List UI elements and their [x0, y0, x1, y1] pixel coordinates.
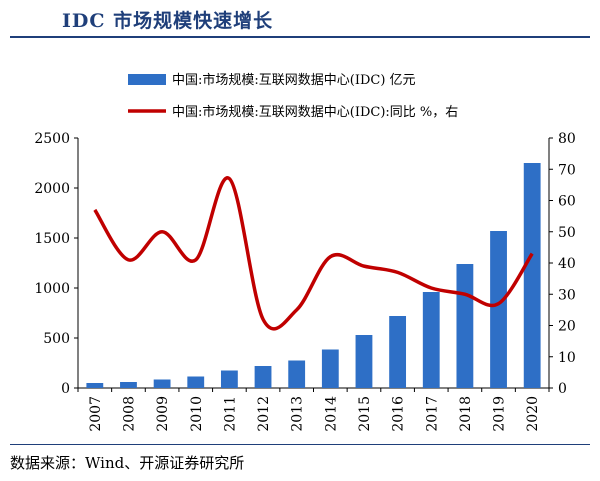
source-note: 数据来源：Wind、开源证券研究所 — [10, 454, 245, 472]
x-tick-label: 2010 — [189, 396, 205, 432]
right-tick-label: 70 — [558, 162, 576, 178]
right-tick-label: 40 — [558, 256, 576, 272]
x-tick-label: 2020 — [525, 396, 541, 432]
right-tick-label: 10 — [558, 350, 576, 366]
x-tick-label: 2009 — [155, 396, 171, 432]
left-tick-label: 2000 — [34, 181, 70, 197]
x-tick-label: 2012 — [256, 396, 272, 432]
x-tick-label: 2019 — [492, 396, 508, 432]
bar-2009 — [153, 379, 171, 388]
bar-2007 — [86, 383, 104, 388]
bar-2015 — [355, 335, 373, 388]
chart-title: IDC 市场规模快速增长 — [62, 10, 274, 32]
left-tick-label: 1000 — [34, 281, 70, 297]
growth-line-group — [93, 176, 534, 331]
x-tick-label: 2016 — [391, 396, 407, 432]
bar-2013 — [288, 360, 306, 388]
left-tick-label: 2500 — [34, 131, 70, 147]
legend-bar-swatch — [128, 74, 166, 85]
chart: 中国:市场规模:互联网数据中心(IDC) 亿元 中国:市场规模:互联网数据中心(… — [34, 72, 575, 432]
axes: 0 500 1000 1500 2000 2500 0 10 20 30 40 50 60 70 80 200… — [34, 131, 575, 432]
x-tick-label: 2013 — [290, 396, 306, 432]
left-tick-label: 0 — [61, 381, 70, 397]
left-tick-label: 1500 — [34, 231, 70, 247]
bar-2008 — [120, 382, 137, 388]
legend-bar-label: 中国:市场规模:互联网数据中心(IDC) 亿元 — [172, 72, 416, 88]
x-tick-label: 2017 — [424, 396, 440, 432]
x-tick-label: 2018 — [458, 396, 474, 432]
bar-2018 — [456, 264, 474, 388]
x-tick-label: 2008 — [121, 396, 137, 432]
right-tick-label: 20 — [558, 319, 576, 335]
bar-2019 — [490, 231, 507, 388]
source-rule — [10, 444, 590, 445]
left-tick-label: 500 — [43, 331, 70, 347]
legend: 中国:市场规模:互联网数据中心(IDC) 亿元 中国:市场规模:互联网数据中心(… — [128, 72, 458, 120]
bar-2011 — [220, 370, 238, 388]
x-tick-label: 2011 — [222, 396, 238, 432]
bar-2020 — [523, 163, 541, 388]
x-tick-label: 2015 — [357, 396, 373, 432]
right-tick-label: 60 — [558, 194, 576, 210]
bar-2010 — [187, 376, 205, 388]
bar-2012 — [254, 366, 272, 388]
bar-2014 — [321, 349, 339, 388]
title-rule — [10, 36, 590, 38]
right-tick-label: 80 — [558, 131, 576, 147]
bar-2017 — [422, 292, 440, 388]
bar-2016 — [389, 316, 407, 388]
legend-line-label: 中国:市场规模:互联网数据中心(IDC):同比 %，右 — [172, 104, 458, 120]
right-tick-label: 50 — [558, 225, 576, 241]
bars — [86, 163, 541, 388]
right-tick-label: 0 — [558, 381, 567, 397]
x-tick-label: 2014 — [323, 396, 339, 432]
right-tick-label: 30 — [558, 287, 576, 303]
x-tick-label: 2007 — [88, 396, 104, 432]
